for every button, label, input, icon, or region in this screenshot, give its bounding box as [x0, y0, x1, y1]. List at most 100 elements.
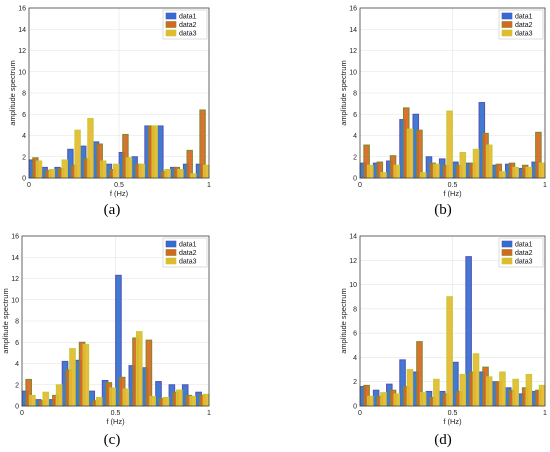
- x-tick-label: 1: [543, 182, 547, 189]
- bar-data3: [125, 157, 133, 179]
- legend-label: data2: [179, 250, 197, 257]
- legend-label: data1: [179, 14, 197, 21]
- legend-swatch: [501, 240, 513, 248]
- bar-data3: [459, 373, 467, 407]
- x-tick-label: 0: [358, 410, 362, 417]
- bar-data3: [35, 160, 43, 179]
- legend-swatch: [501, 257, 513, 265]
- chart-panel-d: 0 2 4 6 8 10 12 14 0 0.5 1 f (Hz) amplitude spectrum…: [339, 234, 547, 427]
- plot-frame: [359, 235, 546, 407]
- y-tick-label: 14: [349, 27, 357, 34]
- bar-data3: [42, 391, 50, 407]
- y-tick-label: 4: [353, 133, 357, 140]
- x-axis-label: f (Hz): [443, 189, 462, 198]
- bar-data3: [138, 163, 146, 179]
- y-axis-label: amplitude spectrum: [339, 60, 348, 125]
- y-axis-label: amplitude spectrum: [1, 288, 10, 353]
- panel-caption-c: (c): [104, 432, 121, 448]
- bar-data3: [525, 373, 533, 407]
- x-tick-label: 0.5: [448, 410, 458, 417]
- x-tick-label: 1: [207, 410, 211, 417]
- chart-panel-a: 0 2 4 6 8 10 12 14 16 0 0.5 1 f (Hz) amplitude spectr…: [8, 6, 211, 199]
- bar-data3: [380, 392, 387, 407]
- legend-swatch: [165, 249, 177, 256]
- y-tick-label: 12: [11, 276, 19, 283]
- x-axis-label: f (Hz): [443, 417, 462, 426]
- bar-data3: [406, 128, 414, 179]
- bar-data3: [472, 353, 480, 407]
- x-tick-label: 1: [543, 410, 547, 417]
- bar-data3: [122, 388, 130, 407]
- bar-data3: [380, 172, 387, 179]
- bar-data3: [112, 163, 120, 179]
- bar-data3: [151, 125, 158, 179]
- bar-data3: [29, 394, 36, 407]
- bar-data3: [69, 348, 76, 407]
- panel-caption-a: (a): [104, 202, 121, 218]
- plot-frame: [359, 7, 546, 179]
- bar-data3: [177, 169, 184, 179]
- legend-label: data2: [515, 22, 533, 29]
- y-tick-label: 8: [353, 306, 357, 313]
- bar-data3: [419, 172, 427, 179]
- bar-data3: [109, 387, 116, 407]
- panel-caption-b: (b): [434, 202, 452, 218]
- y-tick-label: 4: [15, 361, 19, 368]
- y-tick-label: 6: [22, 112, 26, 119]
- bar-data1: [157, 125, 164, 179]
- y-tick-label: 16: [18, 6, 26, 13]
- y-tick-label: 4: [22, 133, 26, 140]
- legend-label: data3: [515, 259, 533, 266]
- bar-data3: [525, 166, 533, 179]
- legend-swatch: [501, 12, 513, 20]
- bar-data3: [538, 162, 546, 179]
- legend-label: data2: [515, 250, 533, 257]
- y-tick-label: 12: [18, 48, 26, 55]
- bar-data3: [74, 129, 81, 179]
- bar-data3: [499, 171, 506, 179]
- bar-data3: [433, 163, 440, 179]
- bar-data3: [499, 371, 506, 407]
- y-tick-label: 6: [353, 331, 357, 338]
- bar-data3: [189, 395, 197, 407]
- legend-label: data3: [179, 259, 197, 266]
- y-tick-label: 12: [349, 48, 357, 55]
- y-tick-label: 14: [18, 27, 26, 34]
- x-tick-label: 0.5: [448, 182, 458, 189]
- bar-data3: [135, 331, 143, 407]
- y-tick-label: 2: [22, 154, 26, 161]
- y-tick-label: 2: [353, 379, 357, 386]
- legend-swatch: [165, 29, 177, 37]
- bar-data3: [87, 118, 94, 179]
- bar-data3: [190, 173, 197, 179]
- bar-data3: [446, 110, 453, 179]
- bar-data3: [406, 369, 414, 407]
- bar-data3: [100, 160, 107, 179]
- y-tick-label: 10: [349, 69, 357, 76]
- y-tick-label: 0: [353, 404, 357, 411]
- y-tick-label: 0: [353, 176, 357, 183]
- y-tick-label: 0: [15, 404, 19, 411]
- y-tick-label: 8: [22, 91, 26, 98]
- y-tick-label: 16: [11, 234, 19, 241]
- legend-swatch: [501, 249, 513, 256]
- x-tick-label: 0: [20, 410, 24, 417]
- y-tick-label: 8: [353, 91, 357, 98]
- bar-data3: [393, 393, 401, 407]
- bar-data3: [95, 397, 103, 407]
- bar-data2: [416, 129, 423, 179]
- bar-data3: [393, 164, 401, 179]
- y-tick-label: 10: [349, 282, 357, 289]
- legend-label: data1: [179, 242, 197, 249]
- bar-data3: [176, 389, 183, 407]
- y-tick-label: 6: [15, 340, 19, 347]
- bar-data3: [419, 392, 427, 407]
- legend-swatch: [165, 21, 177, 28]
- legend-swatch: [165, 240, 177, 248]
- legend-label: data1: [515, 242, 533, 249]
- bar-data3: [367, 395, 374, 407]
- x-tick-label: 0.5: [111, 410, 121, 417]
- bar-data3: [82, 343, 90, 407]
- x-tick-label: 0: [27, 182, 31, 189]
- legend-swatch: [165, 12, 177, 20]
